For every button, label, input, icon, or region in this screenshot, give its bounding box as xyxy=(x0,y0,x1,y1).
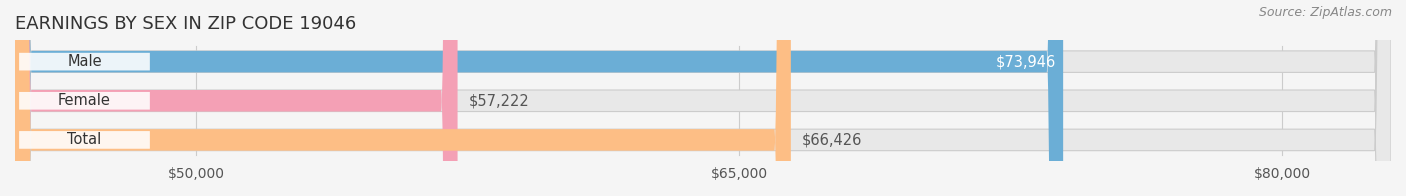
Text: $57,222: $57,222 xyxy=(468,93,529,108)
FancyBboxPatch shape xyxy=(20,53,150,71)
Text: $73,946: $73,946 xyxy=(995,54,1056,69)
Text: Male: Male xyxy=(67,54,101,69)
Text: EARNINGS BY SEX IN ZIP CODE 19046: EARNINGS BY SEX IN ZIP CODE 19046 xyxy=(15,15,356,33)
FancyBboxPatch shape xyxy=(15,0,790,196)
FancyBboxPatch shape xyxy=(15,0,1391,196)
FancyBboxPatch shape xyxy=(15,0,1391,196)
Text: Total: Total xyxy=(67,132,101,147)
FancyBboxPatch shape xyxy=(15,0,1391,196)
FancyBboxPatch shape xyxy=(20,131,150,149)
FancyBboxPatch shape xyxy=(20,92,150,110)
FancyBboxPatch shape xyxy=(15,0,1063,196)
Text: Female: Female xyxy=(58,93,111,108)
Text: $66,426: $66,426 xyxy=(801,132,862,147)
Text: Source: ZipAtlas.com: Source: ZipAtlas.com xyxy=(1258,6,1392,19)
FancyBboxPatch shape xyxy=(15,0,457,196)
